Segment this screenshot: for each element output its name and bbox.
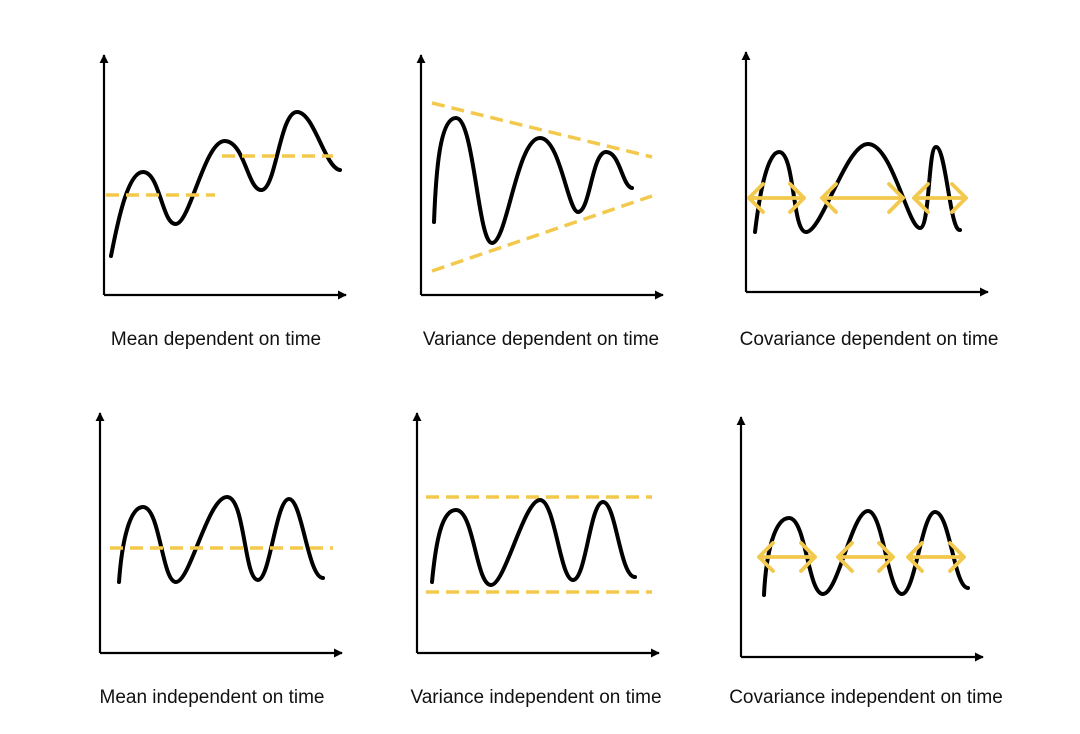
- covariance-span-arrows: [757, 541, 966, 573]
- panel-variance-independent: [412, 412, 660, 658]
- covariance-span-arrows: [747, 182, 968, 214]
- double-arrow-2: [836, 541, 895, 573]
- double-arrow-1: [747, 182, 806, 214]
- double-arrow-3: [912, 182, 968, 214]
- axes: [741, 51, 989, 297]
- double-arrow-2: [820, 182, 905, 214]
- axes: [412, 412, 660, 658]
- signal-curve: [753, 141, 962, 235]
- panel-mean-dependent: [99, 54, 347, 300]
- axes: [95, 412, 343, 658]
- caption-variance-independent: Variance independent on time: [410, 687, 662, 708]
- signal-curve: [109, 109, 342, 258]
- double-arrow-1: [757, 541, 817, 573]
- caption-covariance-dependent: Covariance dependent on time: [739, 329, 999, 350]
- caption-mean-dependent: Mean dependent on time: [110, 329, 322, 350]
- caption-variance-dependent: Variance dependent on time: [422, 329, 660, 350]
- axes: [736, 416, 984, 662]
- panel-covariance-dependent: [741, 51, 989, 297]
- panel-variance-dependent: [416, 54, 664, 300]
- caption-covariance-independent: Covariance independent on time: [729, 687, 1003, 708]
- caption-mean-independent: Mean independent on time: [99, 687, 325, 708]
- signal-curve: [432, 115, 634, 246]
- lower-envelope-dash: [431, 194, 653, 273]
- panel-covariance-independent: [736, 416, 984, 662]
- axes: [416, 54, 664, 300]
- signal-curve: [430, 497, 637, 588]
- upper-envelope-dash: [431, 101, 653, 159]
- panel-mean-independent: [95, 412, 343, 658]
- signal-curve: [117, 494, 325, 585]
- double-arrow-3: [906, 541, 966, 573]
- signal-curve: [762, 508, 970, 597]
- axes: [99, 54, 347, 300]
